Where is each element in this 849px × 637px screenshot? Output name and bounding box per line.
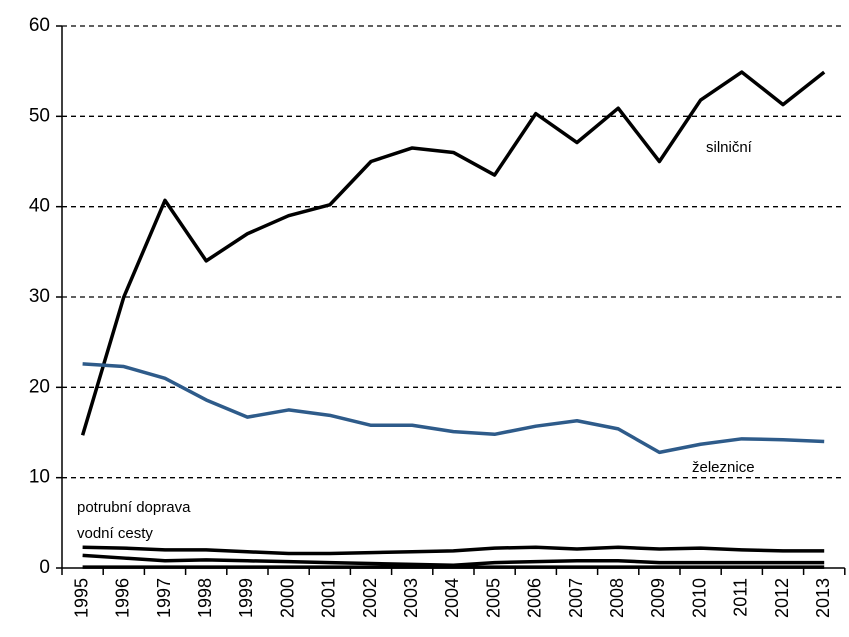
x-tick-label: 1999 [236, 578, 256, 618]
series-label: potrubní doprava [77, 499, 191, 516]
y-tick-label: 20 [29, 376, 50, 397]
x-tick-label: 1997 [154, 578, 174, 618]
series-label: silniční [706, 139, 753, 156]
x-tick-label: 2013 [813, 578, 833, 618]
y-tick-label: 10 [29, 467, 50, 488]
y-tick-label: 50 [29, 105, 50, 126]
y-tick-label: 0 [39, 557, 50, 578]
x-tick-label: 2006 [525, 578, 545, 618]
x-tick-label: 1998 [195, 578, 215, 618]
y-tick-label: 30 [29, 286, 50, 307]
series-label: vodní cesty [77, 525, 153, 542]
x-tick-label: 2011 [731, 578, 751, 617]
series-line [82, 553, 825, 568]
x-tick-label: 2003 [401, 578, 421, 618]
x-tick-label: 2005 [483, 578, 503, 618]
x-tick-label: 2008 [607, 578, 627, 618]
x-tick-label: 2010 [689, 578, 709, 618]
x-tick-label: 1995 [71, 578, 91, 618]
y-tick-label: 40 [29, 196, 50, 217]
x-tick-label: 1996 [113, 578, 133, 618]
series-label: železnice [692, 459, 755, 476]
series-line [82, 545, 825, 556]
x-tick-label: 2000 [277, 578, 297, 618]
x-tick-label: 2009 [648, 578, 668, 618]
x-tick-label: 2004 [442, 578, 462, 618]
series-line [80, 70, 826, 436]
x-tick-label: 2002 [360, 578, 380, 618]
y-tick-label: 60 [29, 15, 50, 36]
x-tick-label: 2001 [319, 578, 339, 618]
x-tick-label: 2012 [772, 578, 792, 618]
series-line [82, 362, 825, 455]
x-tick-label: 2007 [566, 578, 586, 618]
